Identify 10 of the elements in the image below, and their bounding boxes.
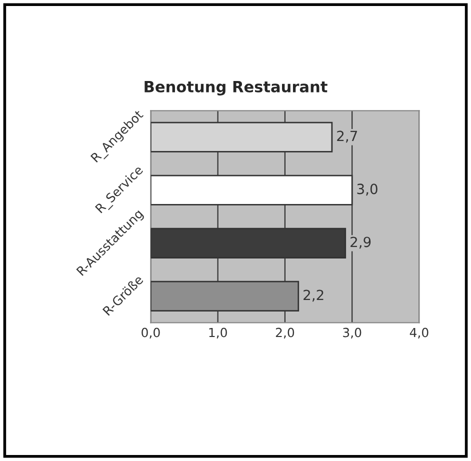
- data-label: 2,7: [337, 130, 358, 143]
- chart-title: Benotung Restaurant: [144, 81, 328, 96]
- x-tick-label: 1,0: [209, 328, 227, 339]
- x-tick-label: 4,0: [410, 328, 428, 339]
- x-tick-label: 2,0: [276, 328, 294, 339]
- data-label: 3,0: [357, 184, 378, 196]
- data-label: 2,9: [350, 236, 371, 249]
- data-label: 2,2: [304, 290, 324, 302]
- x-tick-label: 0,0: [142, 328, 160, 339]
- x-tick-label: 3,0: [343, 328, 362, 339]
